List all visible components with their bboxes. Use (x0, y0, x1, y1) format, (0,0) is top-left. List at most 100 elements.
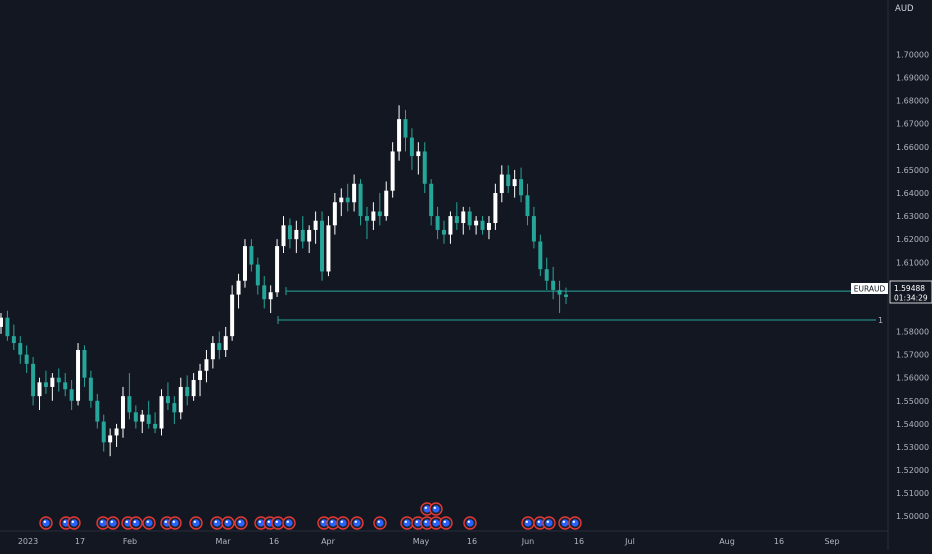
candle-body (429, 183, 434, 217)
candle (204, 349, 209, 383)
candle (185, 375, 190, 406)
candle-body (185, 386, 190, 397)
price-tick-label: 1.65000 (896, 166, 929, 175)
economic-event-icon[interactable] (210, 516, 224, 530)
price-tick-label: 1.66000 (896, 143, 929, 152)
candle-body (18, 343, 23, 355)
candle-body (551, 280, 556, 290)
economic-event-icon[interactable] (336, 516, 350, 530)
candle-body (538, 241, 543, 270)
candle-body (364, 216, 369, 221)
economic-event-icon[interactable] (129, 516, 143, 530)
price-tick-label: 1.61000 (896, 258, 929, 267)
candle (442, 220, 447, 244)
candle (172, 396, 177, 424)
event-flag-dot (274, 519, 282, 527)
event-flag-star (340, 520, 343, 523)
candle-body (262, 285, 267, 300)
economic-event-icon[interactable] (189, 516, 203, 530)
economic-event-icon[interactable] (439, 516, 453, 530)
event-flag-star (330, 520, 333, 523)
candle (474, 216, 479, 235)
time-tick-label: Apr (321, 537, 336, 546)
economic-event-icon[interactable] (420, 502, 434, 516)
economic-event-icon[interactable] (221, 516, 235, 530)
price-tick-label: 1.52000 (896, 466, 929, 475)
economic-event-icon[interactable] (39, 516, 53, 530)
candle-body (480, 220, 485, 230)
economic-event-icon[interactable] (373, 516, 387, 530)
candle-body (409, 137, 414, 157)
candle (544, 257, 549, 290)
economic-event-icon[interactable] (568, 516, 582, 530)
candle (95, 393, 100, 429)
candle (429, 179, 434, 226)
economic-event-icon[interactable] (317, 516, 331, 530)
candle-body (37, 382, 42, 397)
economic-event-icon[interactable] (542, 516, 556, 530)
candle (127, 373, 132, 420)
candle-body (88, 377, 93, 401)
economic-event-icon[interactable] (271, 516, 285, 530)
candle-body (172, 403, 177, 413)
candle (435, 206, 440, 240)
event-flag-dot (285, 519, 293, 527)
time-tick-label: Feb (123, 537, 137, 546)
economic-event-icon[interactable] (168, 516, 182, 530)
candle (499, 165, 504, 203)
candle-body (519, 179, 524, 196)
candle (377, 193, 382, 226)
candle-body (345, 197, 350, 203)
candle-body (416, 151, 421, 157)
economic-event-icon[interactable] (558, 516, 572, 530)
event-flag-star (424, 506, 427, 509)
candle-body (153, 423, 158, 429)
candle-body (236, 280, 241, 295)
event-flag-star (63, 520, 66, 523)
price-tick-label: 1.63000 (896, 212, 929, 221)
economic-event-icon[interactable] (429, 516, 443, 530)
economic-event-icon[interactable] (400, 516, 414, 530)
economic-event-icon[interactable] (234, 516, 248, 530)
economic-event-icon[interactable] (350, 516, 364, 530)
candle-body (63, 382, 68, 390)
price-tick-label: 1.53000 (896, 443, 929, 452)
economic-event-icon[interactable] (463, 516, 477, 530)
economic-event-icon[interactable] (429, 502, 443, 516)
candle (300, 216, 305, 249)
event-flag-dot (545, 519, 553, 527)
event-flag-dot (192, 519, 200, 527)
candle (268, 285, 273, 314)
price-tick-label: 1.57000 (896, 351, 929, 360)
event-flag-star (125, 520, 128, 523)
event-flag-dot (171, 519, 179, 527)
candle (531, 206, 536, 249)
candle-body (249, 246, 254, 265)
economic-event-icon[interactable] (521, 516, 535, 530)
event-flag-star (377, 520, 380, 523)
event-flag-star (238, 520, 241, 523)
candle (0, 313, 3, 334)
candle (114, 423, 119, 447)
event-flag-star (562, 520, 565, 523)
candle-body (384, 190, 389, 217)
economic-event-icon[interactable] (106, 516, 120, 530)
event-flag-dot (329, 519, 337, 527)
candle (506, 165, 511, 194)
time-axis[interactable]: 2023 17 Feb Mar 16 Apr May 16 Jun 16 Jul Aug 16 Sep (18, 537, 840, 546)
event-flag-star (525, 520, 528, 523)
candle-body (512, 179, 517, 187)
price-tick-label: 1.64000 (896, 189, 929, 198)
event-flag-star (286, 520, 289, 523)
economic-event-icon[interactable] (67, 516, 81, 530)
candle-body (140, 414, 145, 422)
symbol-price-tag[interactable]: EURAUD 1.59488 01:34:29 (851, 280, 932, 304)
candle (371, 202, 376, 230)
economic-event-icon[interactable] (533, 516, 547, 530)
economic-event-icon[interactable] (142, 516, 156, 530)
economic-event-icon[interactable] (326, 516, 340, 530)
economic-event-icon[interactable] (282, 516, 296, 530)
